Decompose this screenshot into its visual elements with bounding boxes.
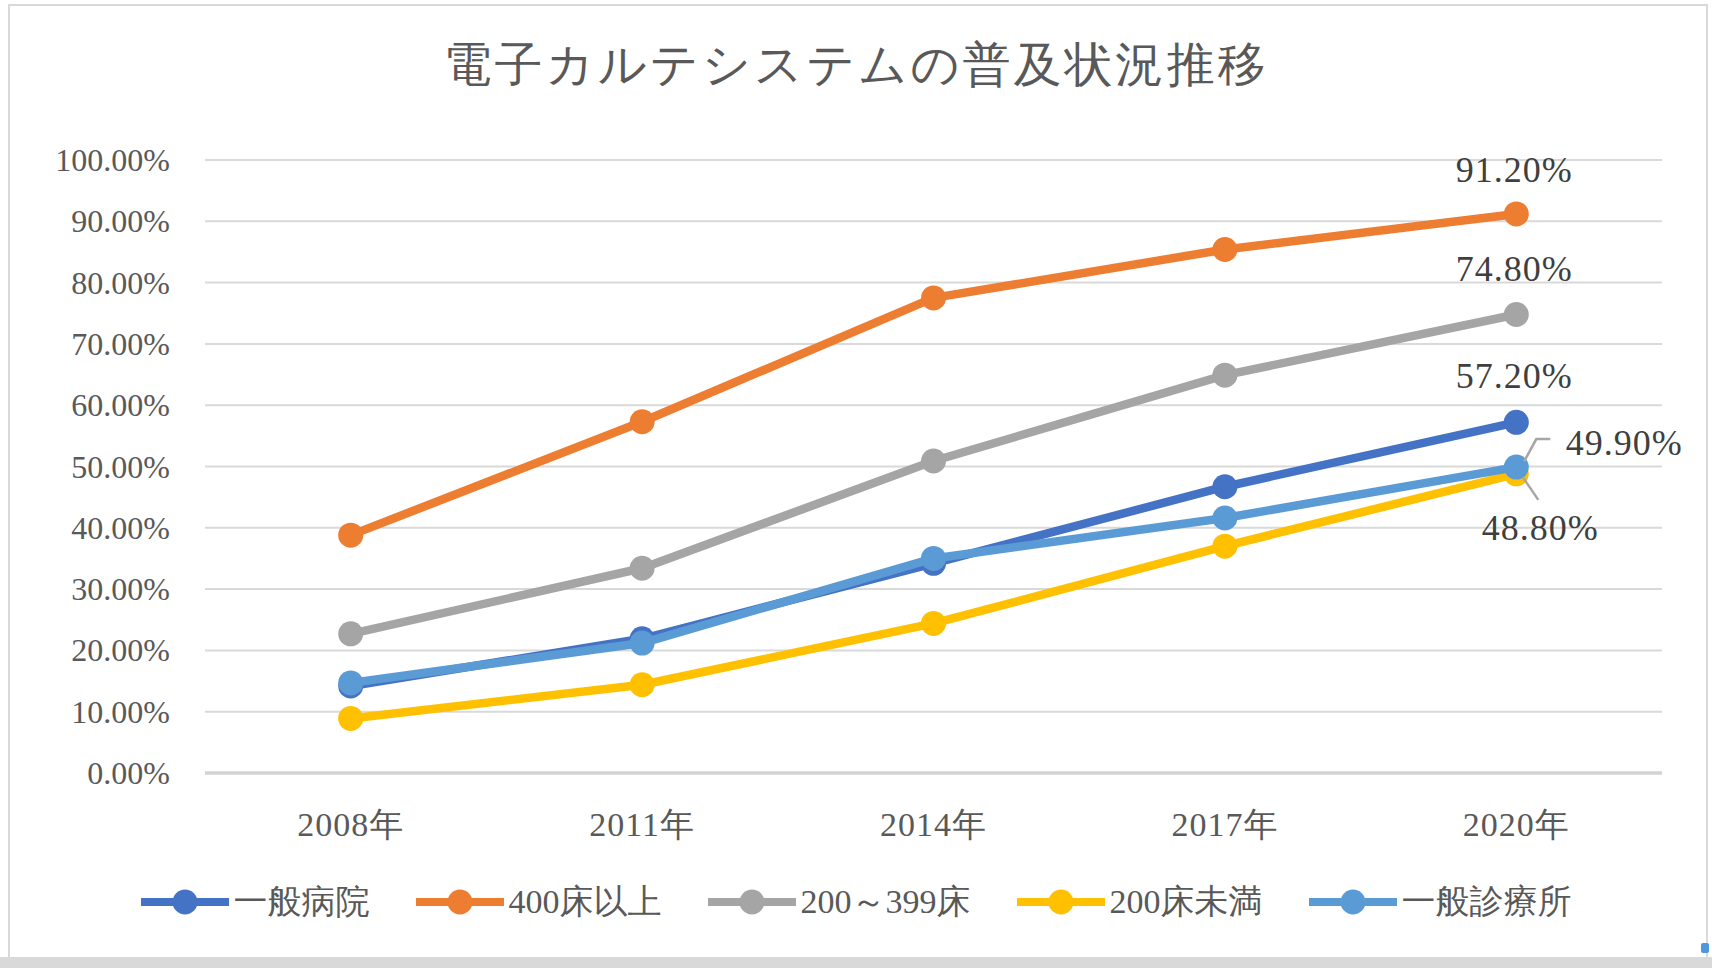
data-label-74.80%: 74.80% (1419, 246, 1609, 292)
marker-general-clinic-2008年[interactable] (338, 670, 363, 695)
marker-general-clinic-2017年[interactable] (1212, 505, 1237, 530)
marker-general-clinic-2014年[interactable] (921, 546, 946, 571)
edge-artifact (1701, 943, 1709, 953)
marker-beds-under-200-2011年[interactable] (630, 672, 655, 697)
marker-beds-under-200-2017年[interactable] (1212, 534, 1237, 559)
y-tick-label-20.00%: 20.00% (0, 630, 170, 670)
marker-beds-400-plus-2020年[interactable] (1504, 201, 1529, 226)
legend-label-beds-under-200: 200床未満 (1110, 879, 1263, 925)
marker-beds-400-plus-2008年[interactable] (338, 523, 363, 548)
chart-legend: 一般病院 400床以上 200～399床 200床未満 一般診療所 (0, 874, 1712, 930)
marker-beds-under-200-2008年[interactable] (338, 706, 363, 731)
y-tick-label-50.00%: 50.00% (0, 447, 170, 487)
marker-beds-200-399-2008年[interactable] (338, 621, 363, 646)
legend-label-beds-200-399: 200～399床 (801, 879, 971, 925)
series-line-beds-400-plus[interactable] (351, 214, 1517, 535)
data-label-91.20%: 91.20% (1419, 147, 1609, 193)
marker-beds-under-200-2014年[interactable] (921, 611, 946, 636)
legend-marker-beds-under-200 (1017, 887, 1105, 917)
y-tick-label-30.00%: 30.00% (0, 569, 170, 609)
x-tick-label-2008年: 2008年 (201, 803, 501, 847)
marker-beds-400-plus-2014年[interactable] (921, 285, 946, 310)
legend-label-beds-400-plus: 400床以上 (509, 879, 662, 925)
series-line-beds-200-399[interactable] (351, 314, 1517, 633)
data-label-48.80%: 48.80% (1445, 505, 1635, 551)
marker-general-hospital-2020年[interactable] (1504, 410, 1529, 435)
marker-general-hospital-2017年[interactable] (1212, 474, 1237, 499)
y-tick-label-90.00%: 90.00% (0, 201, 170, 241)
y-tick-label-10.00%: 10.00% (0, 692, 170, 732)
data-label-49.90%: 49.90% (1529, 420, 1712, 466)
marker-general-clinic-2011年[interactable] (630, 631, 655, 656)
legend-marker-beds-200-399 (708, 887, 796, 917)
y-tick-label-60.00%: 60.00% (0, 385, 170, 425)
x-tick-label-2014年: 2014年 (784, 803, 1084, 847)
legend-label-general-clinic: 一般診療所 (1402, 879, 1572, 925)
marker-beds-400-plus-2011年[interactable] (630, 409, 655, 434)
legend-item-beds-400-plus[interactable]: 400床以上 (416, 879, 662, 925)
leader-line-48.80% (1523, 478, 1538, 500)
legend-marker-general-hospital (141, 887, 229, 917)
y-tick-label-40.00%: 40.00% (0, 508, 170, 548)
emr-adoption-line-chart[interactable]: 電子カルテシステムの普及状況推移 0.00%10.00%20.00%30.00%… (0, 0, 1712, 968)
y-tick-label-0.00%: 0.00% (0, 753, 170, 793)
legend-label-general-hospital: 一般病院 (234, 879, 370, 925)
x-tick-label-2020年: 2020年 (1366, 803, 1666, 847)
marker-beds-200-399-2014年[interactable] (921, 448, 946, 473)
x-tick-label-2017年: 2017年 (1075, 803, 1375, 847)
marker-beds-200-399-2020年[interactable] (1504, 302, 1529, 327)
legend-marker-general-clinic (1309, 887, 1397, 917)
marker-beds-200-399-2017年[interactable] (1212, 363, 1237, 388)
bottom-edge-bar (0, 957, 1712, 968)
data-label-57.20%: 57.20% (1419, 353, 1609, 399)
y-tick-label-80.00%: 80.00% (0, 263, 170, 303)
legend-marker-beds-400-plus (416, 887, 504, 917)
x-tick-label-2011年: 2011年 (492, 803, 792, 847)
y-tick-label-100.00%: 100.00% (0, 140, 170, 180)
legend-item-beds-200-399[interactable]: 200～399床 (708, 879, 971, 925)
marker-beds-400-plus-2017年[interactable] (1212, 237, 1237, 262)
legend-item-general-hospital[interactable]: 一般病院 (141, 879, 370, 925)
legend-item-beds-under-200[interactable]: 200床未満 (1017, 879, 1263, 925)
marker-beds-200-399-2011年[interactable] (630, 556, 655, 581)
y-tick-label-70.00%: 70.00% (0, 324, 170, 364)
legend-item-general-clinic[interactable]: 一般診療所 (1309, 879, 1572, 925)
